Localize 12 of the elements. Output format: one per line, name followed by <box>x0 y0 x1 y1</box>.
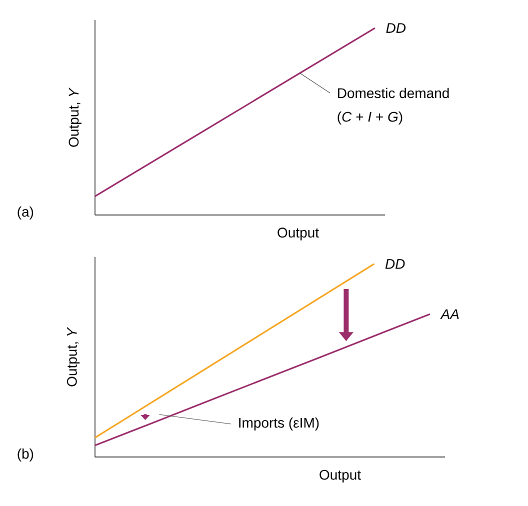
annotation: Domestic demand <box>338 88 449 98</box>
annotation: (a) <box>18 206 34 220</box>
annotation: (C + I + G) <box>338 111 402 125</box>
x-axis-title: Output <box>320 470 361 483</box>
annotation: Imports (εIM) <box>239 417 319 431</box>
series-label: AA <box>440 309 459 319</box>
series-label: DD <box>385 259 405 269</box>
series-label: DD <box>386 23 406 33</box>
y-axis-title: Output, Y <box>66 327 80 386</box>
text: (b) <box>18 448 34 462</box>
y-axis-title: Output, Y <box>68 88 82 147</box>
x-axis-title: Output <box>278 228 319 240</box>
